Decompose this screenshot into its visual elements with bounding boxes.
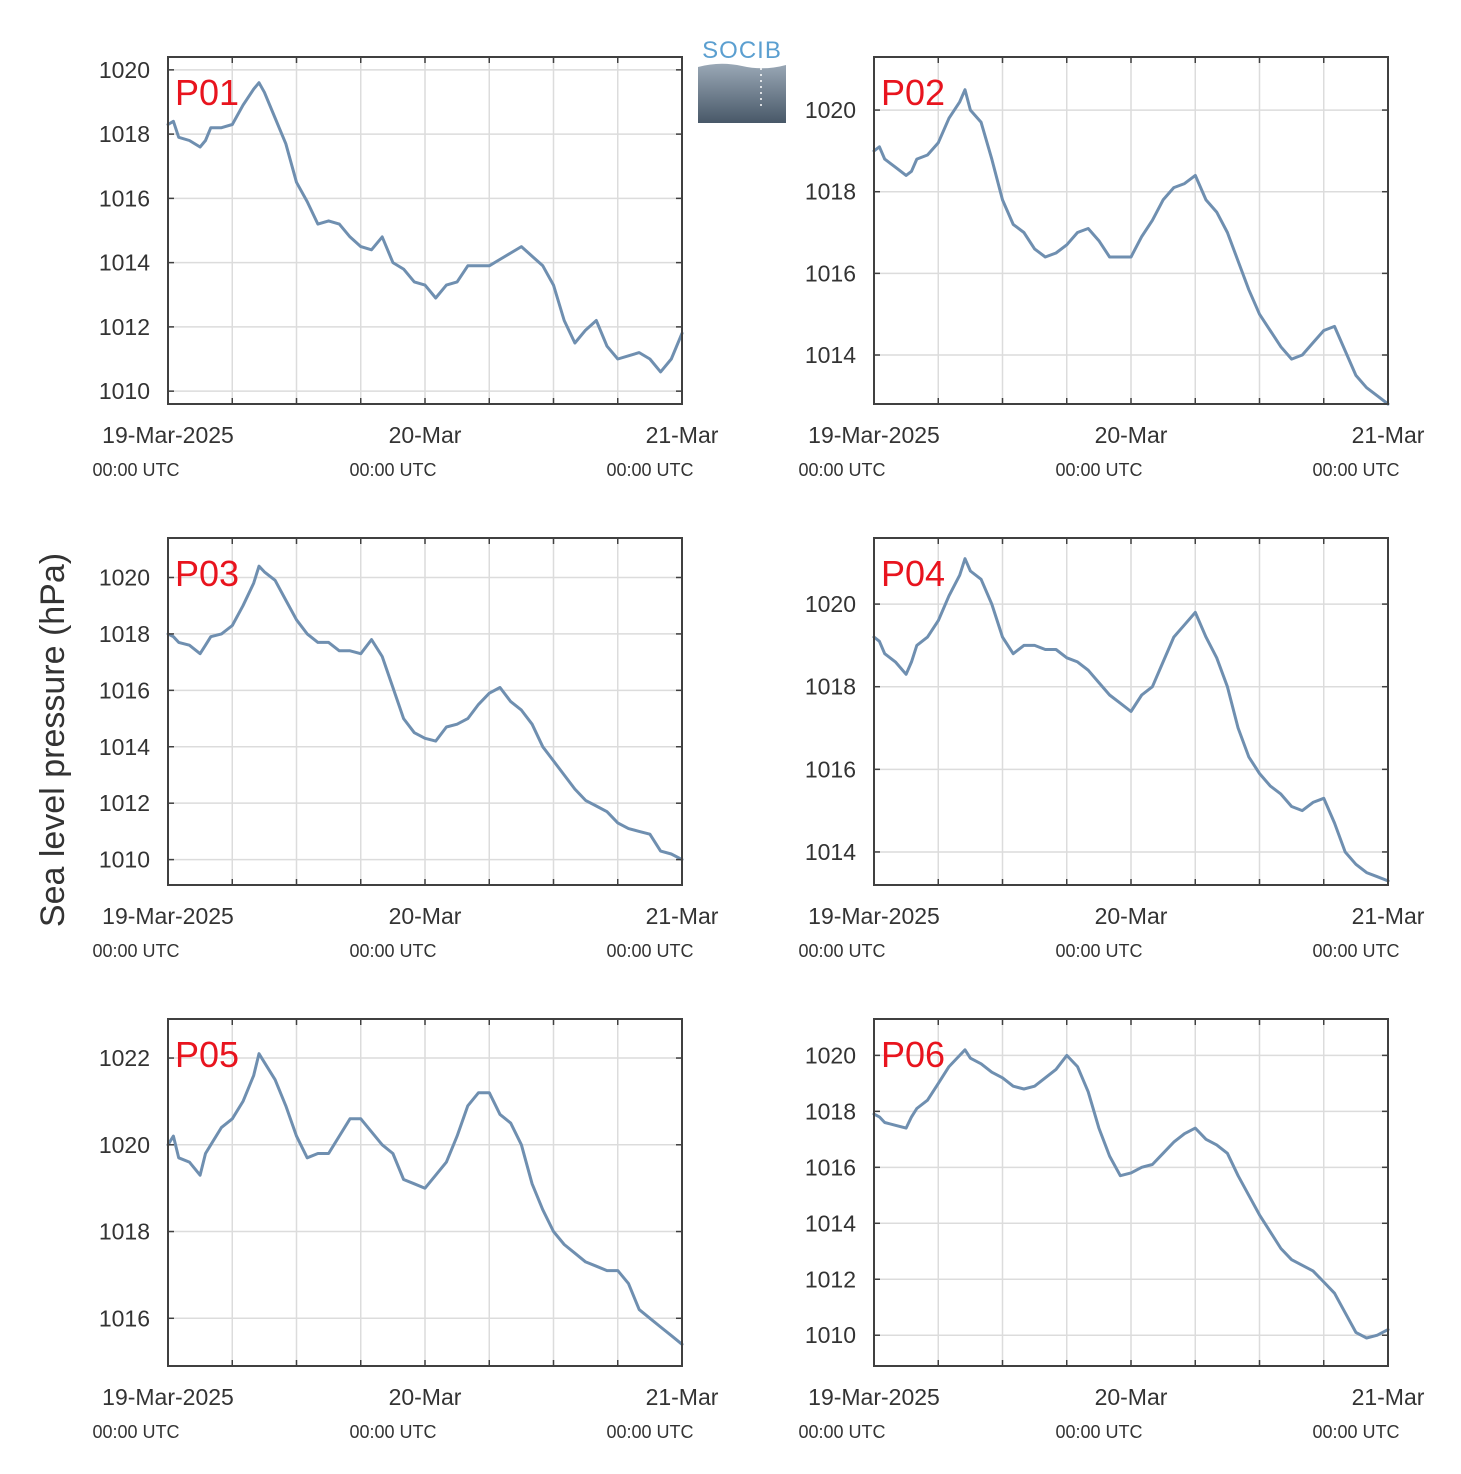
x-tick-label: 20-Mar (1095, 903, 1168, 929)
series-line-p04 (872, 557, 1390, 883)
x-tick-sublabel: 00:00 UTC (606, 941, 693, 961)
y-tick-label: 1016 (99, 677, 150, 703)
series-line-p02 (872, 88, 1390, 406)
series-line-p06 (872, 1048, 1390, 1340)
x-tick-label: 19-Mar-2025 (808, 1384, 940, 1410)
y-tick-label: 1020 (805, 97, 856, 123)
y-tick-label: 1016 (805, 1154, 856, 1180)
y-tick-label: 1018 (99, 621, 150, 647)
y-tick-label: 1012 (99, 790, 150, 816)
x-tick-label: 19-Mar-2025 (102, 1384, 234, 1410)
x-tick-label: 19-Mar-2025 (808, 422, 940, 448)
panel-p05: 1016 1018 1020 1022 19-Mar-2025 00:00 UTC 20-M… (92, 1018, 719, 1442)
y-tick-label: 1014 (805, 839, 856, 865)
x-tick-sublabel: 00:00 UTC (1055, 941, 1142, 961)
y-tick-label: 1018 (805, 179, 856, 205)
x-tick-sublabel: 00:00 UTC (798, 1422, 885, 1442)
y-tick-label: 1010 (99, 847, 150, 873)
x-tick-sublabel: 00:00 UTC (92, 941, 179, 961)
series-line-p03 (166, 564, 684, 862)
y-tick-label: 1020 (805, 1042, 856, 1068)
y-tick-label: 1010 (805, 1322, 856, 1348)
series-line-p05 (166, 1052, 684, 1346)
y-tick-label: 1018 (805, 674, 856, 700)
x-tick-sublabel: 00:00 UTC (606, 1422, 693, 1442)
y-tick-label: 1016 (805, 756, 856, 782)
x-tick-label: 19-Mar-2025 (102, 903, 234, 929)
x-tick-label: 20-Mar (389, 422, 462, 448)
x-tick-label: 21-Mar (646, 422, 719, 448)
x-tick-label: 21-Mar (1352, 1384, 1425, 1410)
x-tick-label: 20-Mar (1095, 422, 1168, 448)
x-tick-label: 19-Mar-2025 (808, 903, 940, 929)
x-tick-sublabel: 00:00 UTC (349, 1422, 436, 1442)
y-tick-label: 1014 (805, 1210, 856, 1236)
x-tick-label: 21-Mar (1352, 903, 1425, 929)
y-tick-label: 1014 (99, 734, 150, 760)
y-tick-label: 1018 (99, 121, 150, 147)
y-tick-label: 1016 (805, 260, 856, 286)
y-tick-label: 1020 (99, 564, 150, 590)
y-tick-label: 1020 (99, 57, 150, 83)
x-tick-label: 21-Mar (646, 903, 719, 929)
x-tick-label: 20-Mar (389, 1384, 462, 1410)
x-tick-label: 21-Mar (646, 1384, 719, 1410)
x-tick-sublabel: 00:00 UTC (92, 1422, 179, 1442)
x-tick-sublabel: 00:00 UTC (1312, 1422, 1399, 1442)
y-tick-label: 1012 (99, 314, 150, 340)
x-tick-label: 21-Mar (1352, 422, 1425, 448)
y-tick-label: 1014 (99, 250, 150, 276)
x-tick-sublabel: 00:00 UTC (1055, 460, 1142, 480)
panel-p01: 1010 1012 1014 1016 1018 1020 19-Mar-2025 00:00… (92, 56, 719, 480)
y-axis-label: Sea level pressure (hPa) (34, 553, 72, 927)
x-tick-label: 19-Mar-2025 (102, 422, 234, 448)
y-tick-label: 1010 (99, 378, 150, 404)
y-tick-label: 1014 (805, 342, 856, 368)
panel-title: P04 (881, 553, 945, 594)
socib-logo: SOCIB (698, 37, 786, 123)
y-tick-label: 1020 (805, 591, 856, 617)
series-line-p01 (166, 81, 684, 374)
y-tick-label: 1016 (99, 1305, 150, 1331)
panel-p06: 1010 1012 1014 1016 1018 1020 19-Mar-2025 00:00… (798, 1018, 1425, 1442)
panel-title: P06 (881, 1034, 945, 1075)
x-tick-sublabel: 00:00 UTC (606, 460, 693, 480)
x-tick-sublabel: 00:00 UTC (349, 460, 436, 480)
x-tick-sublabel: 00:00 UTC (92, 460, 179, 480)
x-tick-sublabel: 00:00 UTC (1055, 1422, 1142, 1442)
panel-title: P05 (175, 1034, 239, 1075)
y-tick-label: 1016 (99, 185, 150, 211)
panel-p03: 1010 1012 1014 1016 1018 1020 19-Mar-2025 00:00… (92, 537, 719, 961)
y-tick-label: 1012 (805, 1266, 856, 1292)
x-tick-sublabel: 00:00 UTC (1312, 460, 1399, 480)
x-tick-sublabel: 00:00 UTC (1312, 941, 1399, 961)
x-tick-label: 20-Mar (1095, 1384, 1168, 1410)
x-tick-label: 20-Mar (389, 903, 462, 929)
y-tick-label: 1018 (805, 1098, 856, 1124)
panel-title: P02 (881, 72, 945, 113)
socib-logo-text: SOCIB (702, 37, 782, 64)
panel-p04: 1014 1016 1018 1020 19-Mar-2025 00:00 UTC 20-M… (798, 537, 1425, 961)
panel-title: P03 (175, 553, 239, 594)
x-tick-sublabel: 00:00 UTC (798, 941, 885, 961)
y-tick-label: 1018 (99, 1219, 150, 1245)
y-tick-label: 1022 (99, 1045, 150, 1071)
panel-p02: 1014 1016 1018 1020 19-Mar-2025 00:00 UTC 20-M… (798, 56, 1425, 480)
panel-title: P01 (175, 72, 239, 113)
x-tick-sublabel: 00:00 UTC (349, 941, 436, 961)
x-tick-sublabel: 00:00 UTC (798, 460, 885, 480)
y-tick-label: 1020 (99, 1132, 150, 1158)
